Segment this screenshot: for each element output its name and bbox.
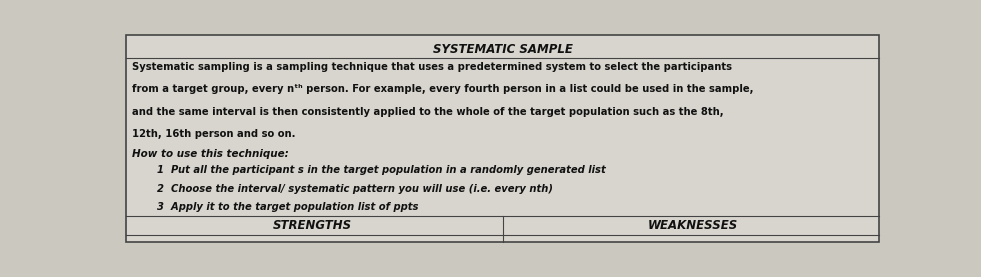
Text: 2  Choose the interval/ systematic pattern you will use (i.e. every nth): 2 Choose the interval/ systematic patter…: [157, 184, 553, 194]
Text: WEAKNESSES: WEAKNESSES: [647, 219, 738, 232]
Text: from a target group, every nᵗʰ person. For example, every fourth person in a lis: from a target group, every nᵗʰ person. F…: [131, 84, 753, 94]
Text: STRENGTHS: STRENGTHS: [273, 219, 352, 232]
Text: SYSTEMATIC SAMPLE: SYSTEMATIC SAMPLE: [433, 43, 573, 56]
Text: 3  Apply it to the target population list of ppts: 3 Apply it to the target population list…: [157, 202, 418, 212]
Text: and the same interval is then consistently applied to the whole of the target po: and the same interval is then consistent…: [131, 107, 723, 117]
Text: 1  Put all the participant s in the target population in a randomly generated li: 1 Put all the participant s in the targe…: [157, 165, 605, 176]
Text: 12th, 16th person and so on.: 12th, 16th person and so on.: [131, 129, 295, 139]
Text: How to use this technique:: How to use this technique:: [131, 150, 288, 160]
Text: Systematic sampling is a sampling technique that uses a predetermined system to : Systematic sampling is a sampling techni…: [131, 62, 732, 72]
